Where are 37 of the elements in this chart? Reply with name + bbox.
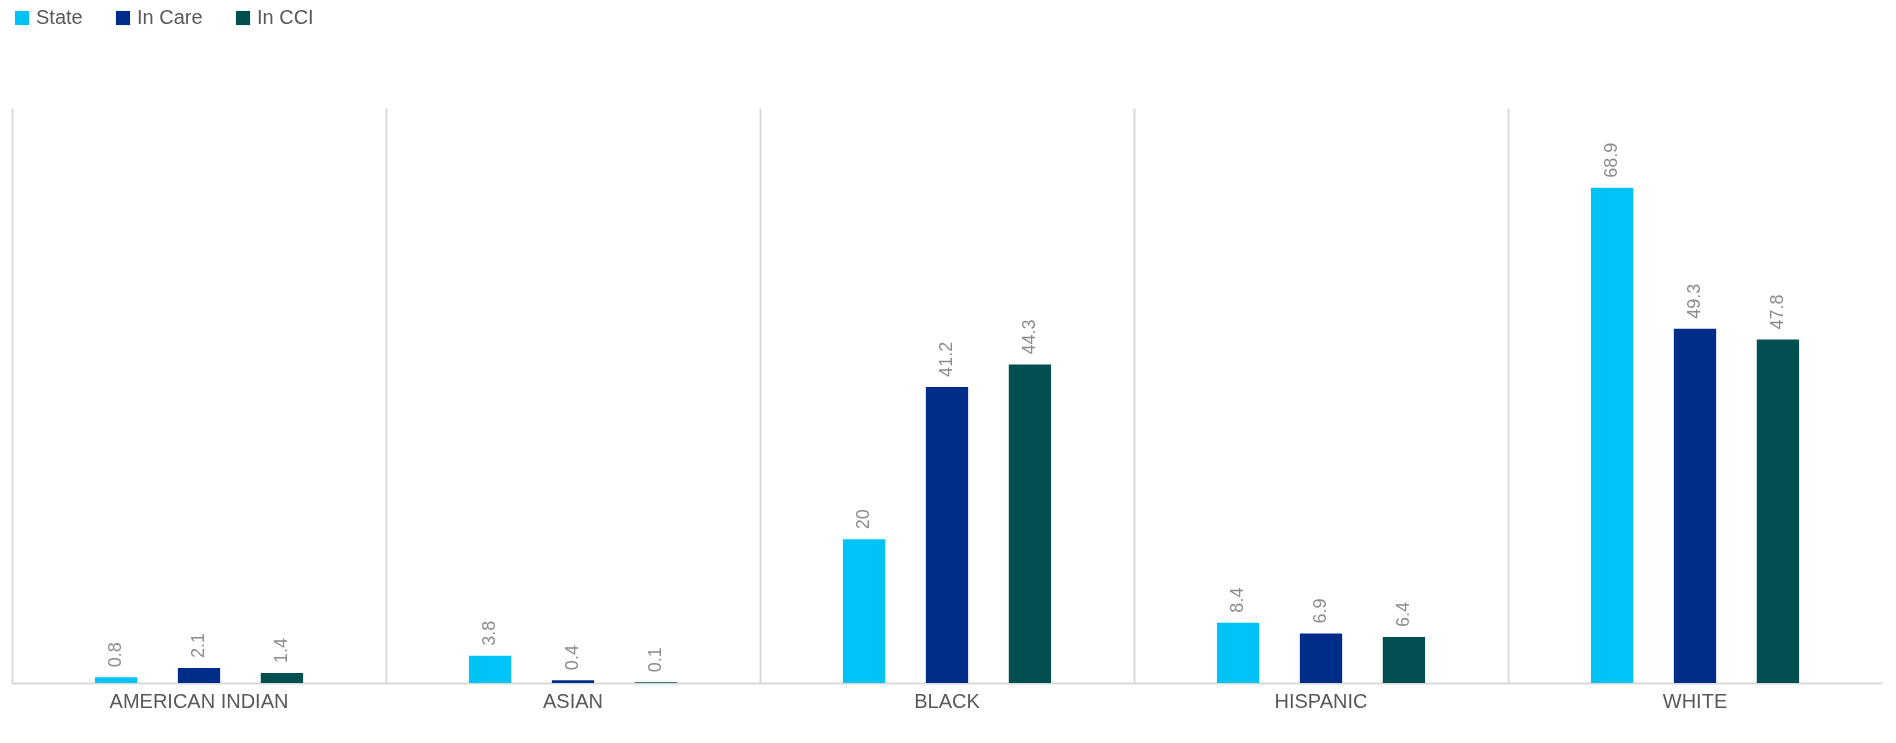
bar — [925, 386, 969, 683]
data-label: 44.3 — [1018, 319, 1039, 355]
data-label: 20 — [853, 509, 874, 530]
legend-label: In CCI — [257, 6, 314, 28]
data-label: 8.4 — [1227, 587, 1248, 613]
x-tick-label: HISPANIC — [1274, 689, 1368, 712]
bar — [842, 539, 886, 683]
data-label: 0.8 — [105, 642, 126, 668]
data-label: 0.1 — [644, 647, 665, 673]
data-label: 2.1 — [188, 632, 208, 658]
bar — [260, 672, 304, 683]
bar — [551, 680, 595, 683]
data-label: 41.2 — [936, 341, 956, 377]
data-label: 6.4 — [1392, 601, 1413, 627]
bar — [468, 655, 512, 683]
data-label: 49.3 — [1684, 283, 1704, 319]
bar — [1008, 364, 1052, 683]
bar — [94, 677, 138, 683]
bar — [1756, 339, 1800, 683]
data-label: 6.9 — [1310, 598, 1330, 624]
bar — [1382, 637, 1426, 683]
bar — [1673, 328, 1717, 683]
bar — [1299, 633, 1343, 683]
x-tick-label: ASIAN — [542, 689, 604, 712]
bar — [1216, 622, 1260, 683]
x-tick-label: WHITE — [1662, 689, 1728, 712]
data-label: 3.8 — [479, 620, 500, 646]
x-tick-label: AMERICAN INDIAN — [109, 689, 289, 712]
data-label: 47.8 — [1766, 294, 1787, 330]
bar — [1590, 187, 1634, 683]
data-label: 0.4 — [562, 645, 582, 671]
bar — [177, 667, 221, 683]
legend-label: In Care — [137, 6, 203, 28]
x-tick-label: BLACK — [914, 689, 981, 712]
data-label: 68.9 — [1601, 142, 1622, 178]
legend-label: State — [36, 6, 83, 28]
data-label: 1.4 — [270, 637, 291, 663]
